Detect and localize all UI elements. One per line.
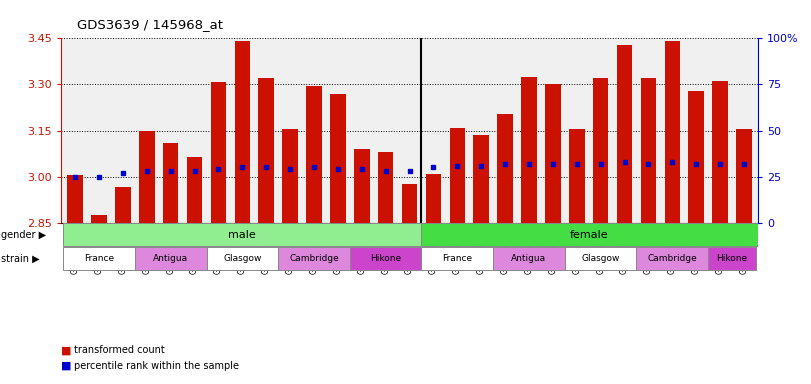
Bar: [67, 175, 83, 223]
Bar: [664, 41, 680, 223]
Bar: [616, 45, 633, 223]
Bar: [330, 94, 345, 223]
Text: transformed count: transformed count: [74, 345, 165, 355]
Bar: [92, 215, 107, 223]
Bar: [63, 223, 422, 246]
Text: Glasgow: Glasgow: [223, 254, 261, 263]
Text: Antigua: Antigua: [153, 254, 188, 263]
Text: Cambridge: Cambridge: [290, 254, 339, 263]
Bar: [708, 247, 756, 270]
Bar: [521, 77, 537, 223]
Bar: [139, 131, 155, 223]
Bar: [115, 187, 131, 223]
Text: France: France: [442, 254, 472, 263]
Text: gender ▶: gender ▶: [1, 230, 46, 240]
Bar: [211, 82, 226, 223]
Bar: [282, 129, 298, 223]
Bar: [422, 223, 758, 246]
Text: percentile rank within the sample: percentile rank within the sample: [74, 361, 238, 371]
Text: Glasgow: Glasgow: [581, 254, 620, 263]
Bar: [426, 174, 441, 223]
Text: Cambridge: Cambridge: [647, 254, 697, 263]
Bar: [135, 247, 207, 270]
Text: male: male: [229, 230, 256, 240]
Bar: [354, 149, 370, 223]
Text: ■: ■: [61, 361, 71, 371]
Text: female: female: [569, 230, 608, 240]
Bar: [259, 78, 274, 223]
Bar: [564, 247, 637, 270]
Bar: [207, 247, 278, 270]
Bar: [449, 127, 465, 223]
Text: Hikone: Hikone: [716, 254, 748, 263]
Bar: [593, 78, 608, 223]
Bar: [641, 78, 656, 223]
Bar: [474, 135, 489, 223]
Text: France: France: [84, 254, 114, 263]
Bar: [401, 184, 418, 223]
Bar: [234, 41, 250, 223]
Bar: [689, 91, 704, 223]
Text: Antigua: Antigua: [512, 254, 547, 263]
Bar: [569, 129, 585, 223]
Bar: [163, 144, 178, 223]
Bar: [545, 84, 560, 223]
Text: Hikone: Hikone: [370, 254, 401, 263]
Bar: [712, 81, 727, 223]
Bar: [637, 247, 708, 270]
Bar: [278, 247, 350, 270]
Bar: [493, 247, 564, 270]
Bar: [350, 247, 422, 270]
Text: ■: ■: [61, 345, 71, 355]
Bar: [422, 247, 493, 270]
Bar: [307, 86, 322, 223]
Bar: [378, 152, 393, 223]
Bar: [63, 247, 135, 270]
Bar: [497, 114, 513, 223]
Bar: [187, 157, 203, 223]
Bar: [736, 129, 752, 223]
Text: strain ▶: strain ▶: [1, 254, 40, 264]
Text: GDS3639 / 145968_at: GDS3639 / 145968_at: [77, 18, 223, 31]
